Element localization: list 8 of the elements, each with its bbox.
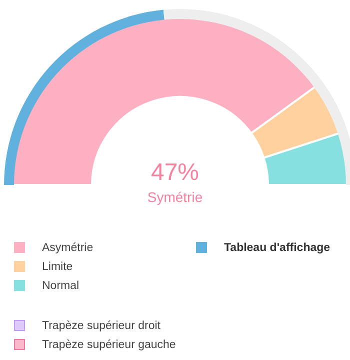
legend-label: Asymétrie [42, 242, 94, 254]
text: Symétrie [147, 189, 203, 205]
legend-label: Trapèze supérieur gauche [42, 338, 176, 350]
legend-label: Normal [42, 280, 80, 292]
legend-label: Tableau d'affichage [224, 242, 330, 254]
legend-label: Trapèze supérieur droit [42, 320, 160, 332]
text: 47% [150, 159, 200, 186]
legend-label: Limite [42, 260, 73, 272]
